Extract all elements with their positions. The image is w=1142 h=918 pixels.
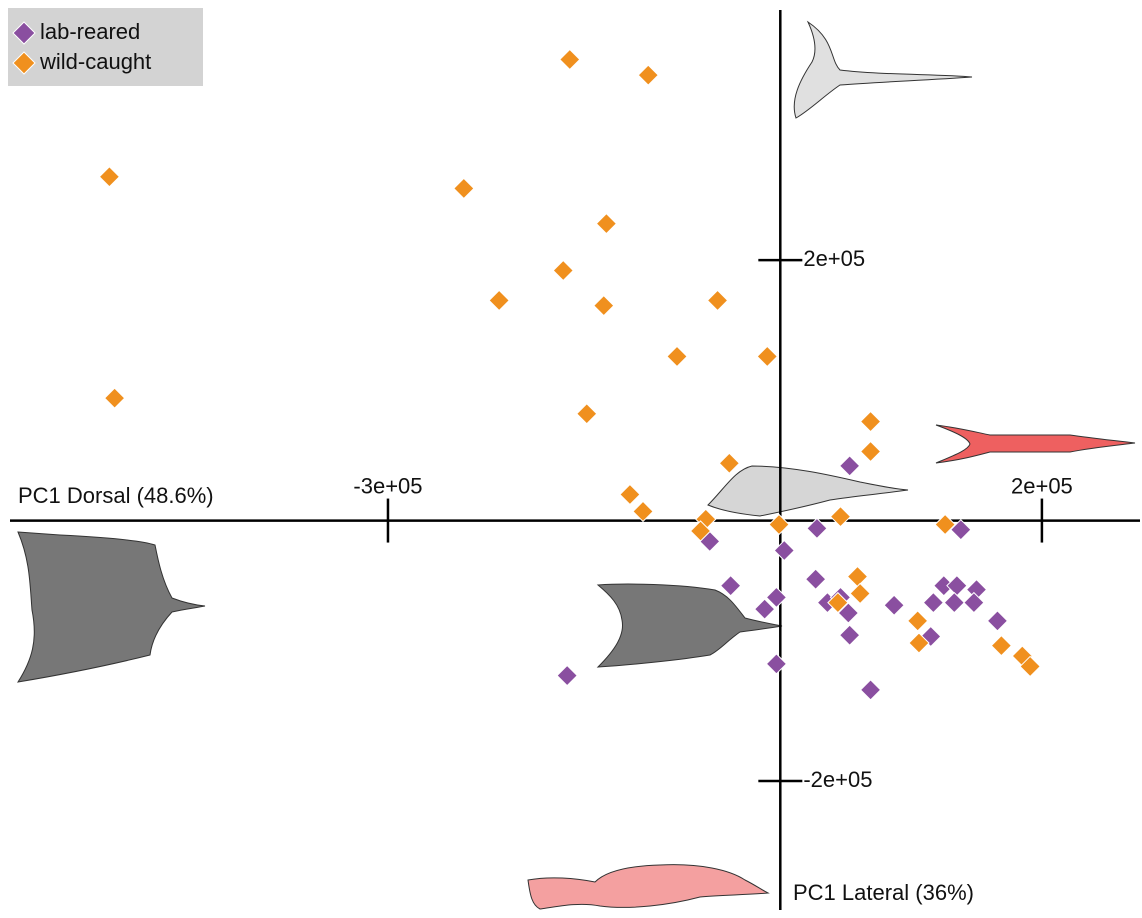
silhouette bbox=[936, 425, 1135, 463]
silhouette bbox=[598, 584, 782, 667]
point bbox=[638, 65, 658, 85]
point bbox=[719, 453, 739, 473]
point bbox=[840, 456, 860, 476]
point bbox=[99, 167, 119, 187]
point bbox=[757, 346, 777, 366]
y-tick-label: 2e+05 bbox=[803, 246, 865, 271]
point bbox=[830, 507, 850, 527]
point bbox=[721, 576, 741, 596]
chart: PC1 Dorsal (48.6%) PC1 Lateral (36%) lab… bbox=[0, 0, 1142, 918]
silhouette bbox=[528, 865, 768, 909]
point bbox=[577, 404, 597, 424]
legend-label: wild-caught bbox=[39, 49, 151, 74]
x-tick-label: 2e+05 bbox=[1011, 473, 1073, 498]
x-axis-label: PC1 Dorsal (48.6%) bbox=[18, 483, 214, 508]
point bbox=[923, 593, 943, 613]
point bbox=[769, 514, 789, 534]
point bbox=[944, 593, 964, 613]
point bbox=[884, 595, 904, 615]
point bbox=[708, 290, 728, 310]
point bbox=[848, 567, 868, 587]
point bbox=[840, 625, 860, 645]
legend-label: lab-reared bbox=[40, 19, 140, 44]
point bbox=[667, 346, 687, 366]
point bbox=[908, 611, 928, 631]
point bbox=[596, 214, 616, 234]
point bbox=[633, 501, 653, 521]
point bbox=[594, 296, 614, 316]
point bbox=[620, 485, 640, 505]
point bbox=[557, 666, 577, 686]
point bbox=[991, 636, 1011, 656]
silhouette bbox=[18, 532, 205, 682]
silhouette bbox=[794, 22, 972, 118]
point bbox=[553, 260, 573, 280]
x-tick-label: -3e+05 bbox=[353, 473, 422, 498]
point bbox=[987, 611, 1007, 631]
point bbox=[560, 49, 580, 69]
silhouette bbox=[708, 466, 908, 516]
y-tick-label: -2e+05 bbox=[803, 767, 872, 792]
point bbox=[454, 178, 474, 198]
point bbox=[861, 412, 881, 432]
point bbox=[861, 442, 881, 462]
point bbox=[766, 654, 786, 674]
point bbox=[947, 576, 967, 596]
point bbox=[850, 584, 870, 604]
y-axis-label: PC1 Lateral (36%) bbox=[793, 880, 974, 905]
point bbox=[489, 290, 509, 310]
point bbox=[861, 680, 881, 700]
point bbox=[806, 569, 826, 589]
point bbox=[774, 541, 794, 561]
point bbox=[105, 388, 125, 408]
